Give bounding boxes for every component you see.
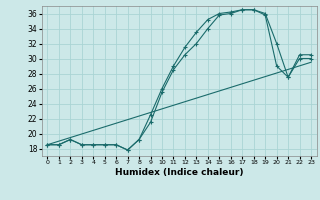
X-axis label: Humidex (Indice chaleur): Humidex (Indice chaleur) (115, 168, 244, 177)
